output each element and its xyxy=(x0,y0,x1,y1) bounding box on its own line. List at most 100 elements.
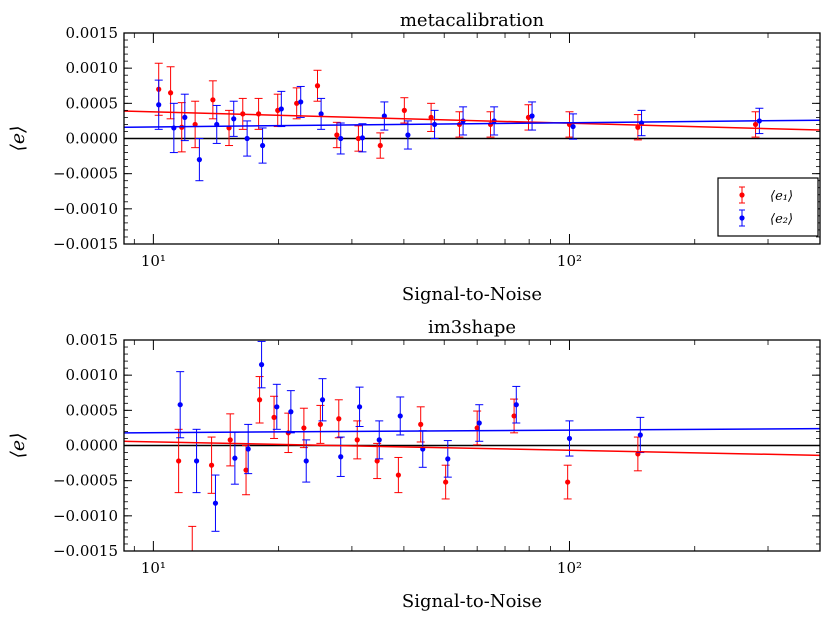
chart-title: im3shape xyxy=(428,317,516,338)
e2-point xyxy=(397,413,403,419)
e2-point xyxy=(278,106,284,112)
legend: ⟨e₁⟩ ⟨e₂⟩ xyxy=(717,177,819,237)
e1-fit-line xyxy=(124,440,820,457)
e1-point xyxy=(317,421,323,427)
e1-point xyxy=(314,83,321,89)
plot-area xyxy=(124,62,820,182)
e1-point xyxy=(190,562,195,567)
e1-point xyxy=(355,135,362,142)
e2-point xyxy=(570,123,576,130)
e1-point xyxy=(377,142,383,149)
e2-point xyxy=(182,114,188,120)
e2-fit-line xyxy=(124,119,820,128)
y-axis-label: ⟨e⟩ xyxy=(7,125,29,151)
chart-title: metacalibration xyxy=(400,10,545,31)
e2-point xyxy=(476,420,482,426)
legend-label: ⟨e₁⟩ xyxy=(770,189,793,204)
e1-point xyxy=(227,437,233,443)
e1-point xyxy=(395,472,401,478)
e2-point xyxy=(245,446,251,452)
y-tick-label: 0.0015 xyxy=(66,331,119,349)
e1-point xyxy=(243,467,249,473)
y-tick-label: 0.0010 xyxy=(66,366,119,384)
e1-point xyxy=(511,413,517,419)
y-tick-label: −0.0005 xyxy=(53,472,118,490)
e1-point xyxy=(294,100,300,106)
e1-point xyxy=(474,425,480,431)
x-tick-label: 10² xyxy=(557,559,582,577)
e2-point xyxy=(445,456,451,462)
e1-point xyxy=(401,107,407,113)
e2-point xyxy=(303,458,309,464)
e1-point xyxy=(210,97,216,103)
e2-point xyxy=(177,402,183,408)
y-tick-label: 0.0010 xyxy=(66,59,119,77)
e2-point xyxy=(258,362,265,368)
e1-point xyxy=(635,124,641,130)
x-axis-label: Signal-to-Noise xyxy=(402,591,542,612)
im3shape-panel: 0.0015 0.0010 0.0005 0.0000 −0.0005 −0.0010 −0… xyxy=(7,317,821,612)
e2-point xyxy=(513,402,519,408)
e1-point xyxy=(334,132,340,138)
y-tick-label: −0.0015 xyxy=(53,235,118,253)
e2-point xyxy=(529,113,535,119)
e2-point xyxy=(359,135,366,141)
e2-point xyxy=(196,157,202,163)
y-tick-label: 0.0000 xyxy=(66,130,119,148)
e2-point xyxy=(338,454,344,460)
legend-marker xyxy=(739,215,745,221)
legend-box xyxy=(717,177,819,237)
y-tick-label: −0.0015 xyxy=(53,542,118,560)
e1-point xyxy=(271,414,277,420)
e2-point xyxy=(156,102,162,108)
x-tick-label: 10¹ xyxy=(141,252,166,270)
y-tick-label: −0.0010 xyxy=(53,200,118,218)
e1-fit-line xyxy=(124,110,820,131)
e2-point xyxy=(319,397,326,403)
e2-point xyxy=(405,132,411,138)
legend-marker xyxy=(739,192,745,198)
e1-point xyxy=(301,425,307,431)
x-tick-label: 10² xyxy=(557,252,582,270)
e2-point xyxy=(376,437,382,443)
y-tick-label: 0.0005 xyxy=(66,94,119,112)
e1-point xyxy=(255,111,262,117)
e2-point xyxy=(381,113,387,119)
y-tick-label: 0.0015 xyxy=(66,24,119,42)
e1-point xyxy=(443,479,449,485)
e2-point xyxy=(338,135,344,142)
e1-point xyxy=(374,458,380,464)
e2-fit-line xyxy=(124,427,820,434)
e2-point xyxy=(566,435,573,442)
e2-point xyxy=(212,500,219,506)
metacalibration-panel: 0.0015 0.0010 0.0005 0.0000 −0.0005 −0.0010 −0… xyxy=(7,10,821,305)
e2-point xyxy=(288,409,294,415)
legend-label: ⟨e₂⟩ xyxy=(770,212,793,227)
y-tick-label: −0.0005 xyxy=(53,165,118,183)
e1-point xyxy=(192,121,198,128)
y-axis-label: ⟨e⟩ xyxy=(7,432,29,458)
e2-point xyxy=(318,111,324,117)
e2-point xyxy=(193,458,200,464)
e2-point xyxy=(356,404,363,410)
e2-point xyxy=(274,404,280,410)
e2-point xyxy=(637,432,643,438)
e1-point xyxy=(167,90,174,96)
e2-point xyxy=(298,99,304,105)
e2-point xyxy=(244,135,250,142)
e1-point xyxy=(336,416,342,422)
e2-point xyxy=(232,455,238,461)
e1-point xyxy=(565,479,571,485)
plot-area xyxy=(124,340,820,567)
e2-point xyxy=(259,142,266,149)
e1-point xyxy=(752,121,759,128)
e1-point xyxy=(256,397,263,403)
x-axis-label: Signal-to-Noise xyxy=(402,284,542,305)
e2-point xyxy=(231,116,237,122)
e1-point xyxy=(208,462,215,468)
e1-point xyxy=(176,458,182,464)
y-tick-label: 0.0005 xyxy=(66,401,119,419)
e1-point xyxy=(354,437,360,443)
y-tick-label: 0.0000 xyxy=(66,437,119,455)
